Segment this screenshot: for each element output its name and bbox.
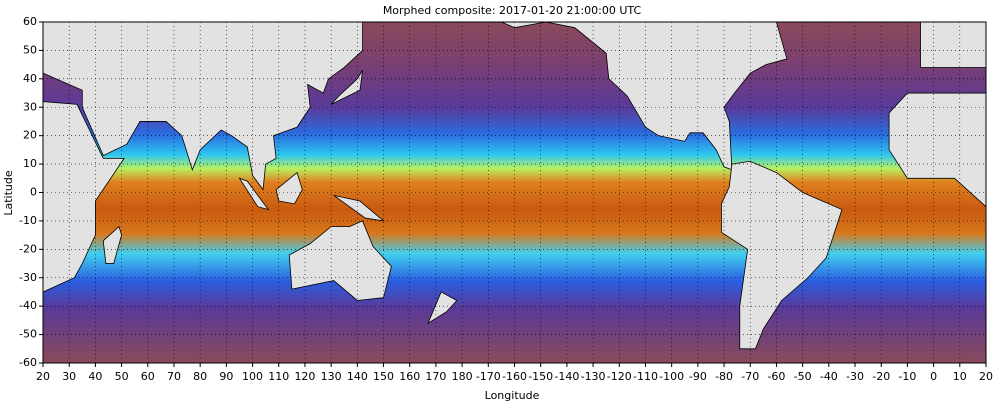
landmass (920, 21, 987, 68)
y-axis-label: Latitude (2, 170, 15, 216)
landmass (275, 171, 303, 205)
x-tick-label: -120 (607, 370, 632, 383)
x-tick-label: 20 (979, 370, 993, 383)
x-axis-label: Longitude (485, 389, 540, 402)
landmass (42, 21, 363, 191)
x-tick-label: -60 (767, 370, 785, 383)
y-tick-label: -40 (19, 299, 37, 312)
x-tick-label: -70 (741, 370, 759, 383)
x-tick-label: -100 (659, 370, 684, 383)
x-tick-label: -130 (581, 370, 606, 383)
y-tick-label: 30 (23, 100, 37, 113)
x-tick-label: 70 (167, 370, 181, 383)
x-tick-label: 60 (141, 370, 155, 383)
x-tick-label: 0 (930, 370, 937, 383)
x-tick-label: -10 (898, 370, 916, 383)
y-tick-label: 0 (30, 186, 37, 199)
landmass (102, 225, 122, 264)
x-tick-label: -140 (554, 370, 579, 383)
x-tick-label: 140 (347, 370, 368, 383)
y-tick-label: -60 (19, 356, 37, 369)
landmass (427, 291, 458, 325)
x-tick-label: -170 (476, 370, 501, 383)
x-tick-label: 180 (452, 370, 473, 383)
map-title: Morphed composite: 2017-01-20 21:00:00 U… (383, 4, 642, 17)
x-tick-label: 50 (115, 370, 129, 383)
x-tick-label: -150 (528, 370, 553, 383)
x-tick-label: -20 (872, 370, 890, 383)
x-tick-label: 30 (62, 370, 76, 383)
y-tick-label: 20 (23, 129, 37, 142)
x-tick-label: 150 (373, 370, 394, 383)
x-tick-label: -30 (846, 370, 864, 383)
y-tick-label: 60 (23, 15, 37, 28)
x-tick-label: 100 (242, 370, 263, 383)
x-tick-label: 120 (294, 370, 315, 383)
x-tick-label: 10 (953, 370, 967, 383)
x-tick-label: 160 (399, 370, 420, 383)
x-tick-label: 110 (268, 370, 289, 383)
x-tick-label: -40 (820, 370, 838, 383)
y-tick-label: 50 (23, 43, 37, 56)
x-tick-label: 20 (36, 370, 50, 383)
graticule (43, 22, 986, 363)
y-tick-label: 40 (23, 72, 37, 85)
y-tick-label: -10 (19, 214, 37, 227)
landmass (721, 160, 843, 350)
landmass (238, 177, 270, 211)
x-tick-label: -80 (715, 370, 733, 383)
landmass (288, 220, 392, 301)
y-tick-label: -20 (19, 242, 37, 255)
y-tick-label: 10 (23, 157, 37, 170)
x-tick-label: 170 (425, 370, 446, 383)
x-tick-label: -50 (794, 370, 812, 383)
x-tick-label: 40 (88, 370, 102, 383)
land (42, 21, 987, 350)
x-tick-label: 130 (321, 370, 342, 383)
x-tick-label: 90 (219, 370, 233, 383)
y-tick-label: -30 (19, 271, 37, 284)
landmass (330, 70, 363, 105)
y-tick-label: -50 (19, 328, 37, 341)
x-tick-label: -160 (502, 370, 527, 383)
x-tick-label: 80 (193, 370, 207, 383)
landmass (501, 21, 788, 171)
x-tick-label: -90 (689, 370, 707, 383)
x-tick-label: -110 (633, 370, 658, 383)
